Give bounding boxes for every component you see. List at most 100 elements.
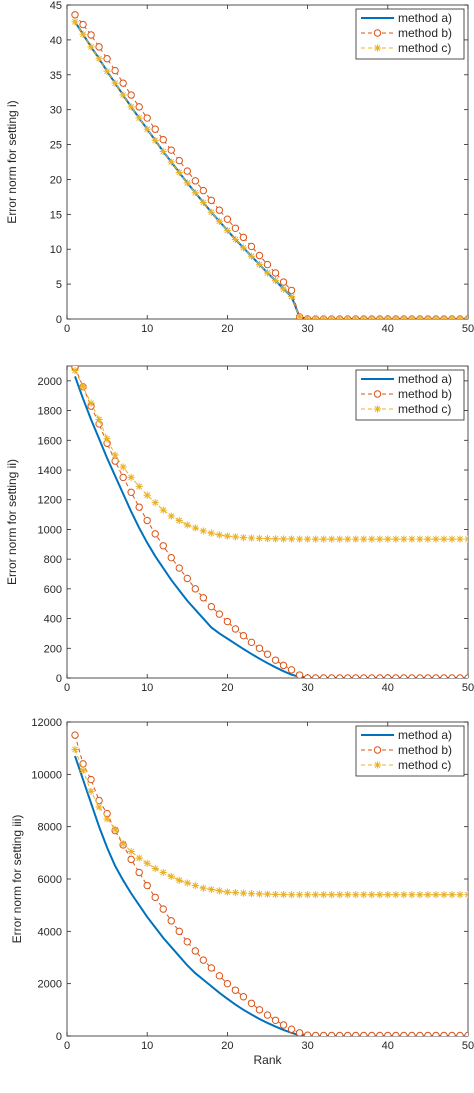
x-tick-label: 40 [382,323,394,335]
chart-panel-1: 0 10 20 30 40 50 0 5 10 15 20 25 30 35 40 45 Error norm … [5,0,474,335]
data-point [207,208,215,216]
series-1 [74,755,468,1036]
data-point [247,242,256,251]
series-group [71,366,468,678]
data-point [287,535,296,543]
x-tick-label: 30 [301,1040,313,1052]
series-2 [71,366,468,678]
data-point [215,217,223,225]
data-point [392,1031,400,1036]
data-point [311,1031,320,1036]
data-point [312,891,320,899]
data-point [416,535,424,543]
x-axis-label: Rank [253,1053,282,1067]
data-point [119,91,127,99]
data-point [352,535,360,543]
data-point [167,553,175,562]
data-point [207,885,215,894]
data-point [87,31,95,39]
data-point [328,535,336,543]
data-point [360,315,368,319]
legend-marker [373,390,382,398]
y-tick-label: 5 [56,279,62,291]
data-point [119,473,127,482]
data-point [392,315,400,319]
data-point [119,840,127,848]
data-point [175,927,183,936]
data-point [183,879,191,887]
data-point [344,891,352,899]
data-point [327,674,336,678]
data-point [127,488,135,496]
data-point [191,177,200,185]
y-tick-label: 8000 [38,822,62,834]
data-point [271,269,280,277]
data-point [311,674,320,678]
series-line [74,755,468,1036]
data-point [384,315,392,319]
legend-label: method b) [398,743,452,757]
series-group [71,11,468,319]
y-tick-label: 0 [56,673,62,685]
data-point [400,535,408,543]
data-point [231,889,240,897]
data-point [175,516,183,525]
data-point [167,158,175,166]
data-point [360,535,368,543]
data-point [400,315,408,319]
data-point [191,881,199,890]
data-point [304,891,312,899]
data-point [175,564,183,572]
data-point [352,891,360,899]
data-point [303,674,312,678]
x-tick-label: 10 [141,1040,153,1052]
series-group [71,731,468,1036]
data-point [344,674,352,678]
data-point [263,269,272,277]
data-point [400,891,408,899]
y-tick-label: 200 [44,643,62,655]
data-point [392,535,400,543]
series-line [74,376,468,678]
data-point [320,535,328,543]
y-tick-label: 400 [44,614,62,626]
data-point [167,512,175,520]
data-point [295,313,304,319]
data-point [440,1031,448,1036]
data-point [320,891,328,899]
y-tick-label: 600 [44,584,62,596]
x-tick-label: 0 [64,323,70,335]
data-point [255,251,264,260]
data-point [135,503,143,511]
data-point [71,731,79,739]
data-point [424,1031,432,1036]
series-3 [71,18,468,319]
data-point [456,1031,464,1036]
chart-panel-3: 0 10 20 30 40 50 0 2000 4000 6000 8000 10000 12000 Er… [10,717,474,1067]
data-point [464,1031,468,1036]
data-point [424,315,432,319]
legend-label: method c) [398,41,451,55]
data-point [271,535,280,543]
data-point [344,1031,352,1036]
data-point [279,535,288,543]
data-point [71,18,79,26]
data-point [448,535,456,543]
data-point [111,66,119,75]
data-point [119,463,127,471]
data-point [279,285,288,293]
data-point [344,315,352,319]
data-point [287,666,296,674]
data-point [199,594,208,602]
data-point [295,671,304,678]
data-point [127,847,135,856]
data-point [312,315,320,319]
data-point [127,855,135,864]
data-point [239,244,248,252]
data-point [448,315,456,319]
data-point [255,260,264,269]
data-point [432,891,440,899]
data-point [127,473,135,482]
data-point [143,491,151,499]
data-point [392,891,400,899]
